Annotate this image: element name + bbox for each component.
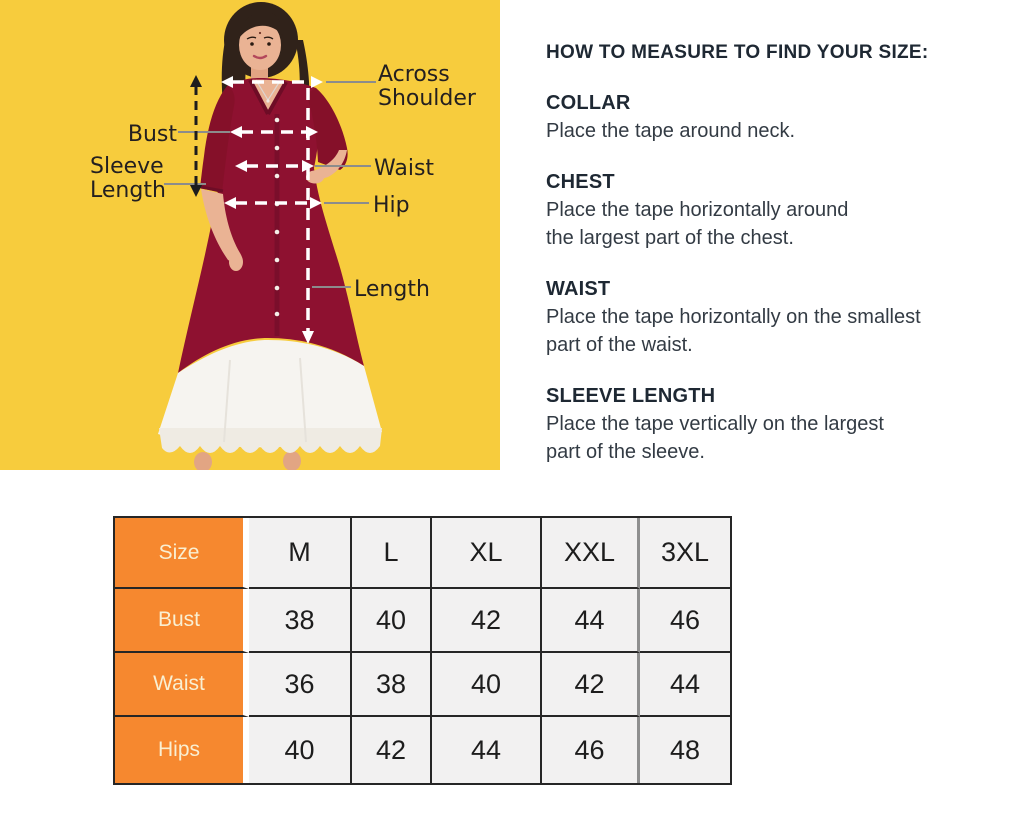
section-heading: SLEEVE LENGTH xyxy=(546,385,716,407)
table-cell: 48 xyxy=(640,717,730,783)
table-cell: 40 xyxy=(249,717,352,783)
measurement-diagram-svg: Across Shoulder Bust Sleeve Length Waist… xyxy=(0,0,500,470)
length-label: Length xyxy=(354,277,430,302)
table-cell: 42 xyxy=(542,653,640,717)
row-header-waist: Waist xyxy=(115,653,249,717)
section-text: Place the tape horizontally on the small… xyxy=(546,306,921,328)
table-cell: 40 xyxy=(432,653,542,717)
table-cell: 42 xyxy=(352,717,432,783)
across-shoulder-label: Across xyxy=(378,62,450,87)
howto-section-sleeve-length: SLEEVE LENGTH Place the tape vertically … xyxy=(546,383,978,466)
howto-section-chest: CHEST Place the tape horizontally around… xyxy=(546,169,978,252)
howto-panel: HOW TO MEASURE TO FIND YOUR SIZE: COLLAR… xyxy=(546,40,978,490)
howto-section-collar: COLLAR Place the tape around neck. xyxy=(546,90,978,145)
bust-label: Bust xyxy=(128,122,177,147)
column-header-xl: XL xyxy=(432,518,542,589)
table-cell: 46 xyxy=(640,589,730,653)
sleeve-length-label: Sleeve xyxy=(90,154,164,179)
table-cell: 44 xyxy=(542,589,640,653)
measurement-diagram: Across Shoulder Bust Sleeve Length Waist… xyxy=(0,0,500,470)
section-text: the largest part of the chest. xyxy=(546,227,794,249)
section-heading: COLLAR xyxy=(546,92,631,114)
section-text: Place the tape around neck. xyxy=(546,120,796,142)
column-header-l: L xyxy=(352,518,432,589)
column-header-3xl: 3XL xyxy=(640,518,730,589)
howto-section-waist: WAIST Place the tape horizontally on the… xyxy=(546,276,978,359)
section-heading: WAIST xyxy=(546,278,611,300)
table-cell: 36 xyxy=(249,653,352,717)
table-cell: 44 xyxy=(640,653,730,717)
table-corner-cell: Size xyxy=(115,518,249,589)
table-cell: 38 xyxy=(249,589,352,653)
table-cell: 46 xyxy=(542,717,640,783)
column-header-m: M xyxy=(249,518,352,589)
table-cell: 44 xyxy=(432,717,542,783)
table-cell: 42 xyxy=(432,589,542,653)
section-text: Place the tape horizontally around xyxy=(546,199,849,221)
section-text: part of the waist. xyxy=(546,334,693,356)
table-cell: 40 xyxy=(352,589,432,653)
waist-label: Waist xyxy=(374,156,434,181)
size-chart-table: Size M L XL XXL 3XL Bust 38 40 42 44 46 … xyxy=(113,516,732,785)
section-text: part of the sleeve. xyxy=(546,441,705,463)
connector-lines xyxy=(164,81,376,288)
across-shoulder-label-2: Shoulder xyxy=(378,86,477,111)
row-header-bust: Bust xyxy=(115,589,249,653)
howto-title: HOW TO MEASURE TO FIND YOUR SIZE: xyxy=(546,42,929,63)
section-heading: CHEST xyxy=(546,171,615,193)
measurement-arrows xyxy=(190,75,323,344)
row-header-hips: Hips xyxy=(115,717,249,783)
diagram-labels: Across Shoulder Bust Sleeve Length Waist… xyxy=(90,62,477,302)
hip-label: Hip xyxy=(373,193,410,218)
section-text: Place the tape vertically on the largest xyxy=(546,413,884,435)
sleeve-length-label-2: Length xyxy=(90,178,166,203)
table-cell: 38 xyxy=(352,653,432,717)
column-header-xxl: XXL xyxy=(542,518,640,589)
